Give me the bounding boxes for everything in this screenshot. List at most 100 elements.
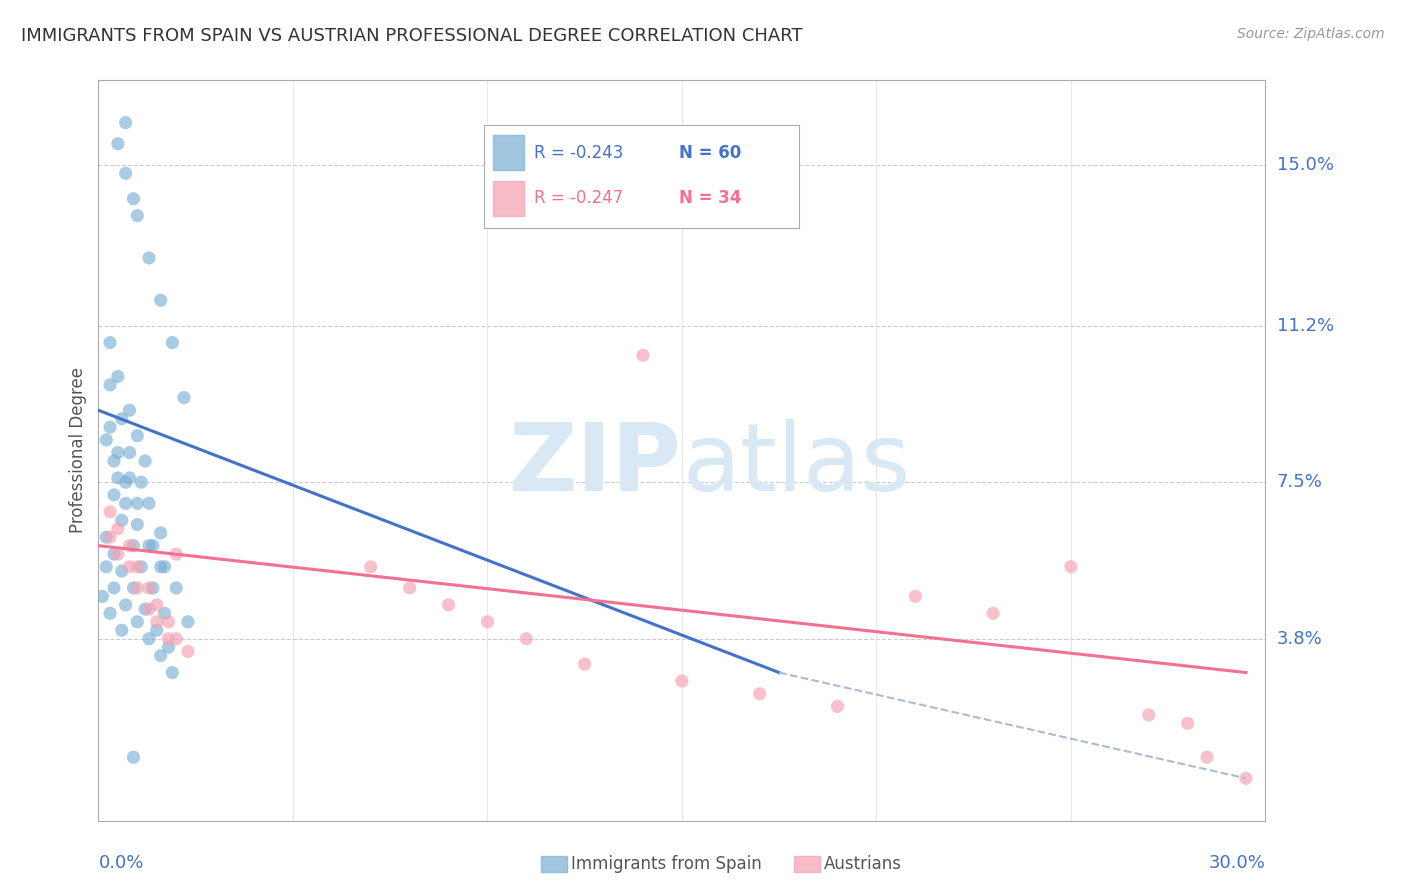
Point bbox=[91, 590, 114, 604]
Point bbox=[437, 598, 460, 612]
Point bbox=[138, 539, 160, 553]
Point bbox=[127, 496, 149, 510]
Point bbox=[129, 475, 152, 490]
Point bbox=[149, 559, 172, 574]
Point bbox=[111, 513, 134, 527]
Point bbox=[631, 348, 654, 362]
Point bbox=[134, 602, 156, 616]
Point bbox=[162, 335, 184, 350]
Point bbox=[122, 539, 145, 553]
Point bbox=[127, 615, 149, 629]
Point bbox=[103, 488, 125, 502]
Point bbox=[96, 559, 118, 574]
Point bbox=[107, 445, 129, 459]
Point bbox=[98, 420, 121, 434]
Point bbox=[127, 517, 149, 532]
Point bbox=[134, 454, 156, 468]
Point bbox=[107, 136, 129, 151]
Point bbox=[157, 640, 180, 655]
Point bbox=[127, 428, 149, 442]
Point bbox=[981, 607, 1004, 621]
Text: 0.0%: 0.0% bbox=[98, 855, 143, 872]
Point bbox=[114, 166, 136, 180]
Point bbox=[118, 445, 141, 459]
Point bbox=[127, 559, 149, 574]
Point bbox=[1060, 559, 1083, 574]
Text: IMMIGRANTS FROM SPAIN VS AUSTRIAN PROFESSIONAL DEGREE CORRELATION CHART: IMMIGRANTS FROM SPAIN VS AUSTRIAN PROFES… bbox=[21, 27, 803, 45]
Point bbox=[146, 615, 169, 629]
Point bbox=[103, 581, 125, 595]
Point bbox=[146, 598, 169, 612]
Point bbox=[904, 590, 927, 604]
Text: ZIP: ZIP bbox=[509, 419, 682, 511]
Point bbox=[118, 471, 141, 485]
Text: 3.8%: 3.8% bbox=[1277, 630, 1322, 648]
Point bbox=[1234, 772, 1257, 786]
Point bbox=[111, 564, 134, 578]
Point bbox=[153, 559, 176, 574]
Point bbox=[118, 403, 141, 417]
Point bbox=[127, 209, 149, 223]
Point bbox=[1177, 716, 1199, 731]
Y-axis label: Professional Degree: Professional Degree bbox=[69, 368, 87, 533]
Point bbox=[122, 192, 145, 206]
Point bbox=[149, 293, 172, 308]
Point bbox=[149, 648, 172, 663]
Point bbox=[107, 471, 129, 485]
Point bbox=[118, 559, 141, 574]
Point bbox=[360, 559, 382, 574]
Text: Source: ZipAtlas.com: Source: ZipAtlas.com bbox=[1237, 27, 1385, 41]
Point bbox=[122, 750, 145, 764]
Point bbox=[177, 615, 200, 629]
Point bbox=[827, 699, 849, 714]
Point bbox=[107, 522, 129, 536]
Point bbox=[1137, 707, 1160, 722]
Point bbox=[157, 632, 180, 646]
Point bbox=[165, 581, 187, 595]
Point bbox=[177, 644, 200, 658]
Point bbox=[96, 530, 118, 544]
Point bbox=[157, 615, 180, 629]
Point bbox=[98, 335, 121, 350]
Text: Austrians: Austrians bbox=[824, 855, 901, 873]
Point bbox=[98, 505, 121, 519]
Point bbox=[138, 632, 160, 646]
Point bbox=[122, 581, 145, 595]
Point bbox=[107, 369, 129, 384]
Point bbox=[146, 624, 169, 638]
Point bbox=[748, 687, 770, 701]
Text: atlas: atlas bbox=[682, 419, 910, 511]
Point bbox=[96, 433, 118, 447]
Point bbox=[98, 377, 121, 392]
Point bbox=[111, 624, 134, 638]
Text: Immigrants from Spain: Immigrants from Spain bbox=[571, 855, 762, 873]
Point bbox=[142, 539, 165, 553]
Text: 11.2%: 11.2% bbox=[1277, 317, 1334, 334]
Point bbox=[103, 547, 125, 561]
Point bbox=[129, 559, 152, 574]
Point bbox=[165, 547, 187, 561]
Point bbox=[671, 673, 693, 688]
Text: 7.5%: 7.5% bbox=[1277, 473, 1323, 491]
Point bbox=[98, 607, 121, 621]
Point bbox=[165, 632, 187, 646]
Point bbox=[107, 547, 129, 561]
Point bbox=[138, 602, 160, 616]
Point bbox=[173, 391, 195, 405]
Point bbox=[103, 454, 125, 468]
Point bbox=[114, 475, 136, 490]
Point bbox=[153, 607, 176, 621]
Point bbox=[398, 581, 420, 595]
Point bbox=[118, 539, 141, 553]
Point bbox=[162, 665, 184, 680]
Point bbox=[574, 657, 596, 672]
Point bbox=[111, 411, 134, 425]
Point bbox=[127, 581, 149, 595]
Point bbox=[149, 525, 172, 540]
Point bbox=[142, 581, 165, 595]
Point bbox=[477, 615, 499, 629]
Text: 15.0%: 15.0% bbox=[1277, 156, 1333, 174]
Point bbox=[114, 115, 136, 129]
Point bbox=[1195, 750, 1218, 764]
Point bbox=[114, 598, 136, 612]
